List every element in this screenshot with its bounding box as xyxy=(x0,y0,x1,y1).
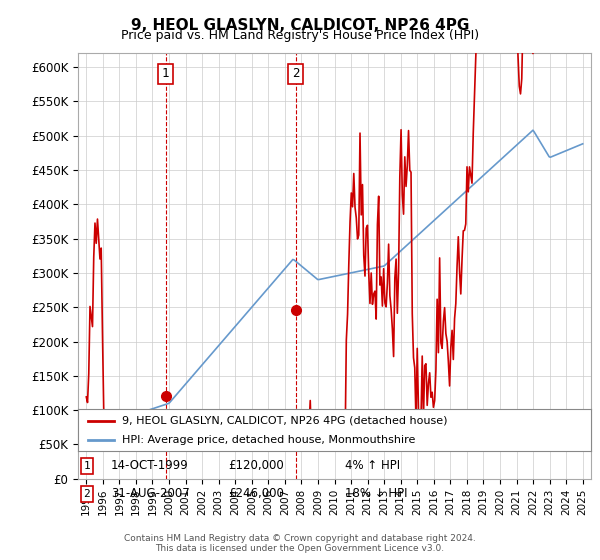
Text: 1: 1 xyxy=(83,461,91,471)
Text: Contains HM Land Registry data © Crown copyright and database right 2024.
This d: Contains HM Land Registry data © Crown c… xyxy=(124,534,476,553)
Text: 1: 1 xyxy=(162,67,169,80)
Text: 14-OCT-1999: 14-OCT-1999 xyxy=(111,459,189,473)
Text: 2: 2 xyxy=(83,489,91,499)
Text: 4% ↑ HPI: 4% ↑ HPI xyxy=(345,459,400,473)
Text: 31-AUG-2007: 31-AUG-2007 xyxy=(111,487,190,501)
Text: £120,000: £120,000 xyxy=(228,459,284,473)
Text: 18% ↓ HPI: 18% ↓ HPI xyxy=(345,487,407,501)
Text: 2: 2 xyxy=(292,67,299,80)
Text: Price paid vs. HM Land Registry's House Price Index (HPI): Price paid vs. HM Land Registry's House … xyxy=(121,29,479,42)
Text: HPI: Average price, detached house, Monmouthshire: HPI: Average price, detached house, Monm… xyxy=(122,435,415,445)
Text: 9, HEOL GLASLYN, CALDICOT, NP26 4PG (detached house): 9, HEOL GLASLYN, CALDICOT, NP26 4PG (det… xyxy=(122,416,447,426)
Text: 9, HEOL GLASLYN, CALDICOT, NP26 4PG: 9, HEOL GLASLYN, CALDICOT, NP26 4PG xyxy=(131,18,469,33)
Text: £246,000: £246,000 xyxy=(228,487,284,501)
